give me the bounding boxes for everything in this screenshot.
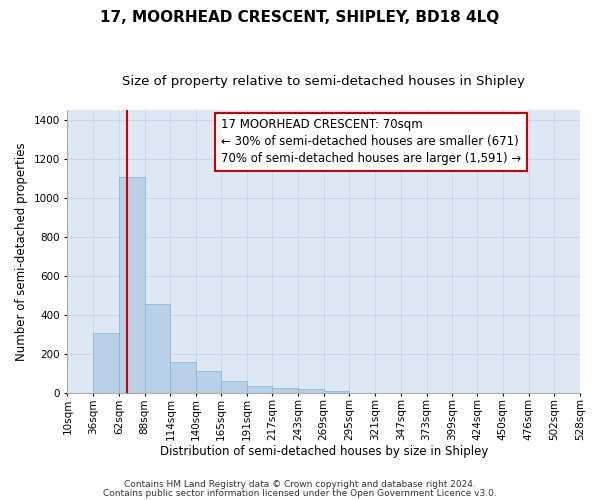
Bar <box>298 389 324 392</box>
Bar <box>272 388 298 392</box>
Y-axis label: Number of semi-detached properties: Number of semi-detached properties <box>15 142 28 360</box>
Bar <box>119 178 145 392</box>
Text: Contains HM Land Registry data © Crown copyright and database right 2024.: Contains HM Land Registry data © Crown c… <box>124 480 476 489</box>
Bar <box>93 333 119 392</box>
Bar <box>324 390 349 392</box>
X-axis label: Distribution of semi-detached houses by size in Shipley: Distribution of semi-detached houses by … <box>160 444 488 458</box>
Bar <box>196 371 221 392</box>
Bar <box>170 362 196 392</box>
Text: 17, MOORHEAD CRESCENT, SHIPLEY, BD18 4LQ: 17, MOORHEAD CRESCENT, SHIPLEY, BD18 4LQ <box>100 10 500 25</box>
Bar <box>247 386 272 392</box>
Bar <box>221 381 247 392</box>
Text: Contains public sector information licensed under the Open Government Licence v3: Contains public sector information licen… <box>103 489 497 498</box>
Title: Size of property relative to semi-detached houses in Shipley: Size of property relative to semi-detach… <box>122 75 525 88</box>
Text: 17 MOORHEAD CRESCENT: 70sqm
← 30% of semi-detached houses are smaller (671)
70% : 17 MOORHEAD CRESCENT: 70sqm ← 30% of sem… <box>221 118 521 166</box>
Bar <box>145 304 170 392</box>
